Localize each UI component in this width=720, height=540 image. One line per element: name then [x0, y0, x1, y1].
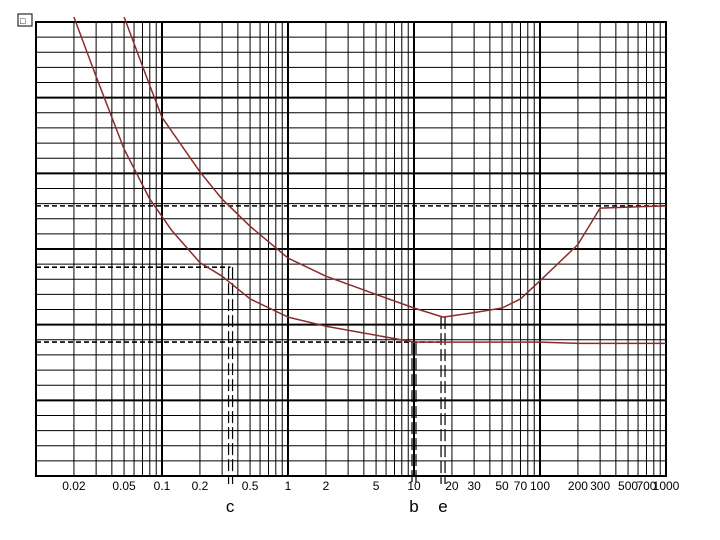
x-tick-label: 30 [467, 479, 481, 493]
x-tick-label: 10 [407, 479, 421, 493]
x-tick-label: 5 [373, 479, 380, 493]
x-tick-label: 0.2 [192, 479, 209, 493]
grid-major [35, 21, 667, 477]
reference-lines [36, 205, 666, 484]
x-tick-label: 1 [285, 479, 292, 493]
corner-symbol: □ [20, 17, 26, 27]
x-tick-label: 50 [495, 479, 509, 493]
x-tick-label: 0.05 [112, 479, 136, 493]
x-tick-label: 20 [445, 479, 459, 493]
series-line-3 [123, 16, 667, 318]
corner-box: □ [17, 13, 33, 27]
x-tick-label: 0.5 [242, 479, 259, 493]
x-tick-label: 0.1 [154, 479, 171, 493]
x-tick-label: 700 [636, 479, 656, 493]
x-tick-label: 70 [514, 479, 528, 493]
series-group [73, 16, 667, 345]
x-tick-label: 0.02 [62, 479, 86, 493]
x-tick-label: 200 [568, 479, 588, 493]
series-line-1 [73, 16, 443, 343]
x-tick-label: 100 [530, 479, 550, 493]
x-tick-label: 500 [618, 479, 638, 493]
marker-label-b: b [409, 497, 418, 516]
marker-label-c: c [226, 497, 235, 516]
marker-label-e: e [438, 497, 447, 516]
x-tick-label: 2 [323, 479, 330, 493]
plot-frame [35, 21, 667, 477]
x-tick-label: 300 [590, 479, 610, 493]
x-tick-labels: 0.02 0.05 0.1 0.2 0.5 1 2 5 10 20 30 50 70 100 200 300 5… [62, 479, 679, 493]
series-line-2 [443, 341, 666, 345]
x-tick-label: 1000 [653, 479, 680, 493]
